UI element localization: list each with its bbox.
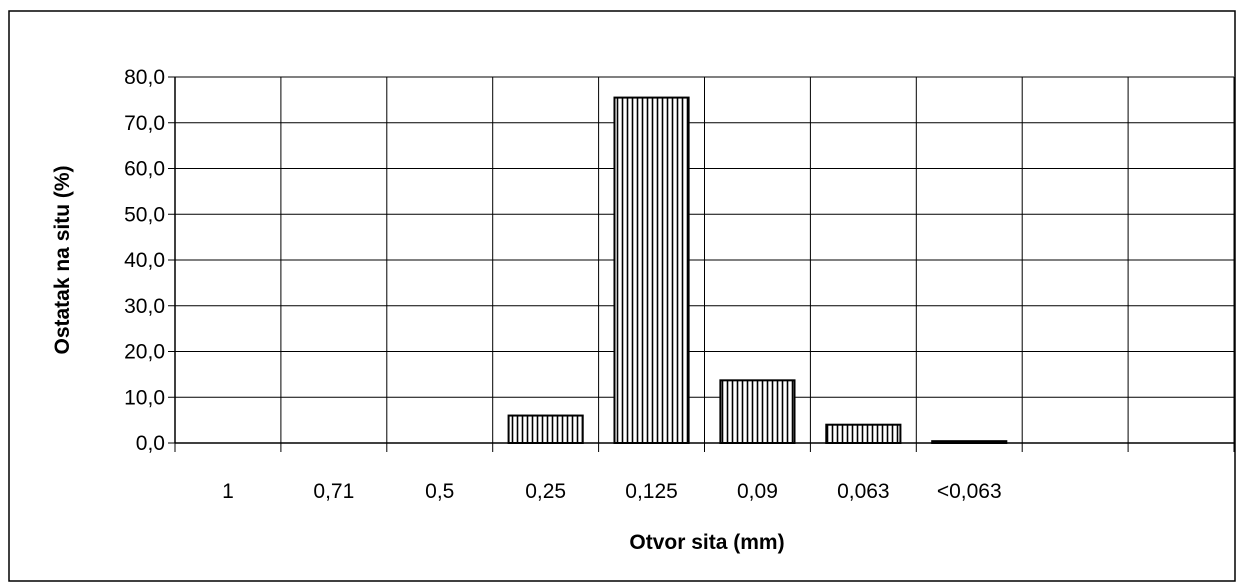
x-tick-label: 1 bbox=[222, 480, 234, 503]
y-tick-label: 80,0 bbox=[124, 66, 165, 89]
x-tick-label: <0,063 bbox=[937, 480, 1002, 503]
x-tick-label: 0,71 bbox=[313, 480, 354, 503]
y-tick-label: 50,0 bbox=[124, 203, 165, 226]
x-tick-labels: 1 0,71 0,5 0,25 0,125 0,09 0,063 <0,063 bbox=[222, 480, 1002, 503]
axes bbox=[168, 76, 1235, 452]
y-tick-label: 30,0 bbox=[124, 295, 165, 318]
y-tick-label: 60,0 bbox=[124, 158, 165, 181]
y-tick-label: 40,0 bbox=[124, 249, 165, 272]
y-tick-label: 0,0 bbox=[136, 432, 165, 455]
x-tick-label: 0,25 bbox=[525, 480, 566, 503]
gridlines bbox=[175, 76, 1235, 443]
x-tick-label: 0,125 bbox=[625, 480, 678, 503]
bar-0,063 bbox=[825, 423, 902, 445]
bar-0,25 bbox=[507, 414, 584, 444]
x-tick-label: 0,5 bbox=[425, 480, 454, 503]
x-axis-title: Otvor sita (mm) bbox=[629, 531, 784, 554]
y-tick-label: 20,0 bbox=[124, 341, 165, 364]
x-tick-label: 0,063 bbox=[837, 480, 890, 503]
y-tick-label: 10,0 bbox=[124, 386, 165, 409]
y-axis-title: Ostatak na situ (%) bbox=[51, 165, 74, 354]
x-tick-label: 0,09 bbox=[737, 480, 778, 503]
bar-0,125 bbox=[613, 96, 690, 445]
bar-0,09 bbox=[719, 379, 796, 445]
y-tick-labels: 0,0 10,0 20,0 30,0 40,0 50,0 60,0 70,0 80,0 bbox=[124, 66, 165, 455]
y-tick-label: 70,0 bbox=[124, 112, 165, 135]
bars bbox=[507, 96, 1008, 445]
